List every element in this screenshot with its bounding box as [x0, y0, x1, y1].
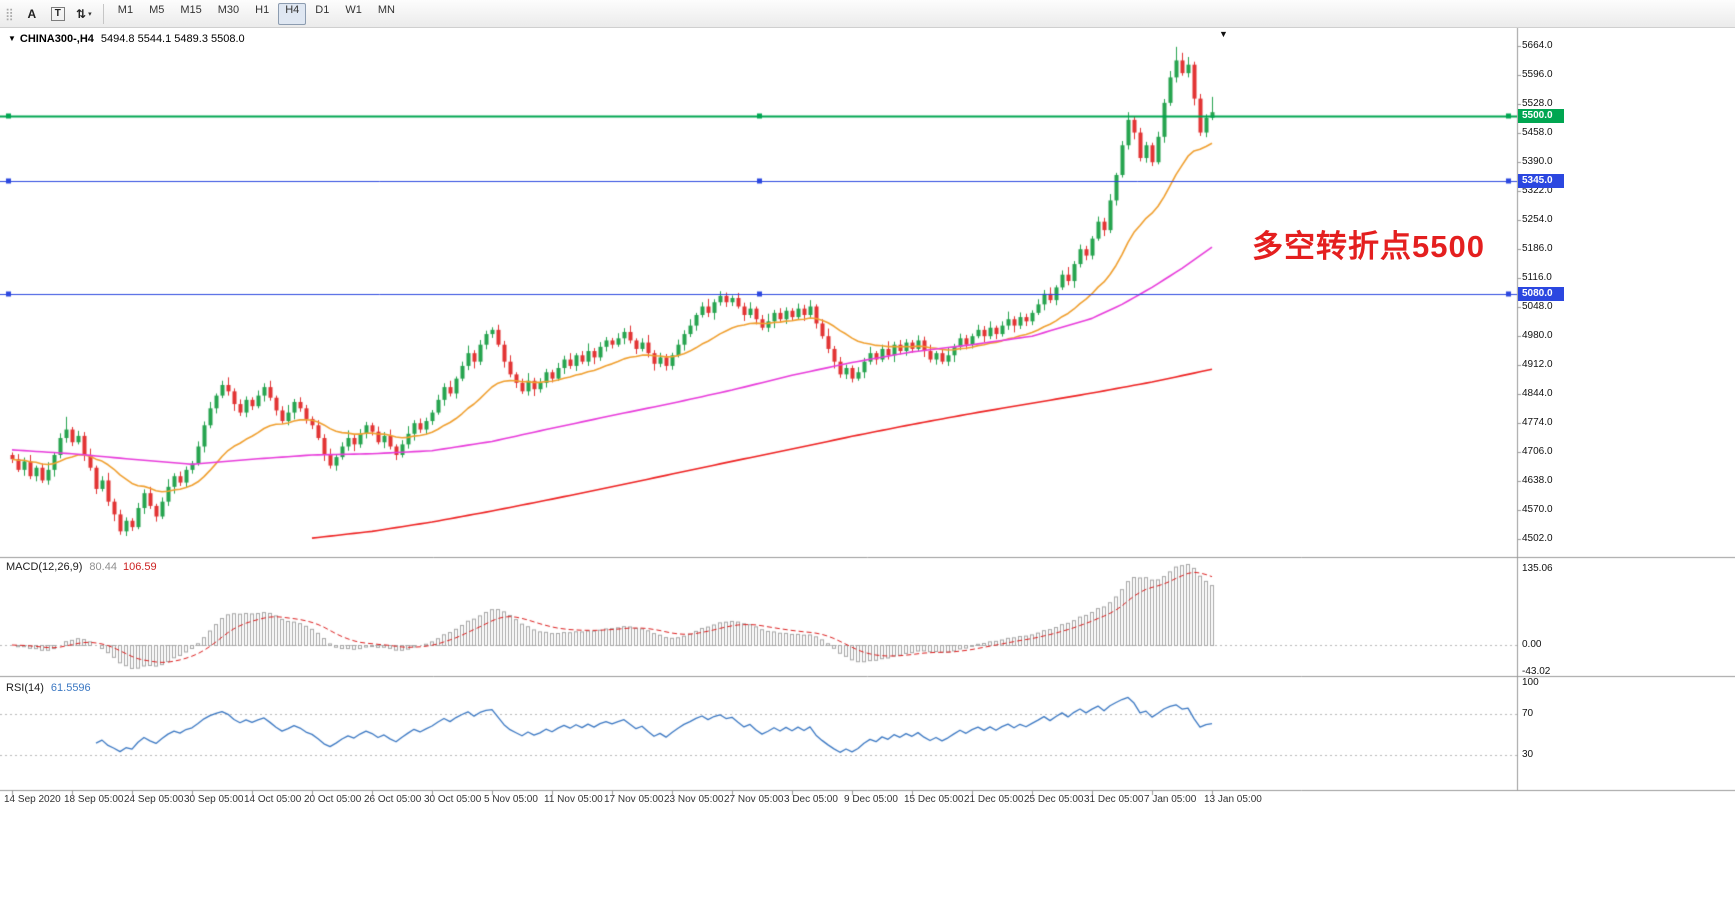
text-tool-button[interactable]: A	[27, 6, 37, 21]
rsi-axis-label: 30	[1522, 749, 1534, 760]
symbols-cycle-icon: ⇅	[76, 6, 87, 21]
chart-shift-marker-icon[interactable]: ▼	[1219, 29, 1228, 39]
timeframe-button-M15[interactable]: M15	[180, 3, 202, 16]
time-axis-label: 7 Jan 05:00	[1144, 794, 1197, 805]
time-axis-label: 5 Nov 05:00	[484, 794, 538, 805]
chart-menu-arrow-icon[interactable]: ▼	[8, 34, 16, 43]
macd-signal-value: 106.59	[122, 561, 157, 573]
timeframe-group: M1 M5 M15 M30 H1 H4 D1 W1 MN	[110, 2, 403, 25]
time-axis-label: 25 Dec 05:00	[1024, 794, 1084, 805]
price-axis-label: 5664.0	[1522, 40, 1553, 51]
timeframe-button-H4[interactable]: H4	[278, 2, 307, 25]
chart-canvas[interactable]	[0, 28, 1735, 897]
hline-price-tag[interactable]: 5345.0	[1518, 174, 1564, 188]
macd-indicator-label: MACD(12,26,9) 80.44 106.59	[6, 561, 157, 573]
time-axis-label: 9 Dec 05:00	[844, 794, 898, 805]
price-axis-label: 5254.0	[1522, 214, 1553, 225]
time-axis-label: 24 Sep 05:00	[124, 794, 184, 805]
time-axis-label: 20 Oct 05:00	[304, 794, 362, 805]
price-axis-label: 5116.0	[1522, 272, 1552, 283]
price-axis-label: 5322.0	[1522, 185, 1553, 196]
macd-axis-label: -43.02	[1522, 666, 1551, 677]
price-axis-label: 5528.0	[1522, 98, 1553, 109]
chart-symbol-label: CHINA300-,H4	[19, 33, 94, 45]
macd-axis-label: 0.00	[1522, 639, 1542, 650]
price-axis-label: 4844.0	[1522, 388, 1553, 399]
timeframe-button-M5[interactable]: M5	[149, 3, 165, 16]
toolbar-grip-handle[interactable]: ⣿	[5, 6, 14, 21]
rsi-name: RSI(14)	[6, 682, 44, 694]
timeframe-button-D1[interactable]: D1	[315, 3, 330, 16]
rsi-indicator-label: RSI(14) 61.5596	[6, 682, 91, 694]
price-axis-label: 5458.0	[1522, 127, 1553, 138]
hline-price-tag[interactable]: 5080.0	[1518, 287, 1564, 301]
price-axis-label: 4980.0	[1522, 330, 1553, 341]
time-axis-label: 17 Nov 05:00	[604, 794, 664, 805]
chart-title: ▼ CHINA300-,H4 5494.8 5544.1 5489.3 5508.0	[8, 33, 245, 45]
chevron-down-icon: ▾	[88, 10, 92, 18]
price-axis-label: 5596.0	[1522, 69, 1553, 80]
price-axis-label: 5048.0	[1522, 301, 1553, 312]
price-annotation-text[interactable]: 多空转折点5500	[1252, 229, 1485, 264]
price-axis-label: 4638.0	[1522, 475, 1553, 486]
timeframe-button-H1[interactable]: H1	[255, 3, 270, 16]
time-axis-label: 27 Nov 05:00	[724, 794, 784, 805]
time-axis-label: 14 Oct 05:00	[244, 794, 302, 805]
time-axis-label: 23 Nov 05:00	[664, 794, 724, 805]
toolbar-separator	[102, 3, 104, 24]
time-axis-label: 3 Dec 05:00	[784, 794, 838, 805]
timeframe-button-MN[interactable]: MN	[377, 3, 395, 16]
macd-axis-label: 135.06	[1522, 563, 1553, 574]
macd-name: MACD(12,26,9)	[6, 561, 83, 573]
price-axis-label: 5186.0	[1522, 243, 1553, 254]
timeframe-button-M1[interactable]: M1	[117, 3, 134, 16]
price-axis-label: 4570.0	[1522, 504, 1553, 515]
price-axis-label: 5390.0	[1522, 156, 1553, 167]
timeframe-button-W1[interactable]: W1	[345, 3, 362, 16]
rsi-value: 61.5596	[50, 682, 91, 694]
price-axis-label: 4502.0	[1522, 533, 1553, 544]
price-axis-label: 4706.0	[1522, 446, 1553, 457]
time-axis-label: 31 Dec 05:00	[1084, 794, 1144, 805]
time-axis-label: 18 Sep 05:00	[64, 794, 124, 805]
text-label-tool-button[interactable]: T	[46, 2, 70, 26]
time-axis-label: 13 Jan 05:00	[1204, 794, 1262, 805]
rsi-axis-label: 70	[1522, 708, 1534, 719]
time-axis-label: 21 Dec 05:00	[964, 794, 1024, 805]
time-axis-label: 11 Nov 05:00	[544, 794, 603, 805]
hline-price-tag[interactable]: 5500.0	[1518, 109, 1564, 123]
time-axis-label: 14 Sep 2020	[4, 794, 61, 805]
chart-area: ▼ CHINA300-,H4 5494.8 5544.1 5489.3 5508.0…	[0, 28, 1735, 897]
price-axis-label: 4774.0	[1522, 417, 1553, 428]
time-axis-label: 26 Oct 05:00	[364, 794, 422, 805]
rsi-axis-label: 100	[1522, 677, 1539, 688]
time-axis-label: 30 Oct 05:00	[424, 794, 482, 805]
price-axis-label: 4912.0	[1522, 359, 1553, 370]
time-axis-label: 15 Dec 05:00	[904, 794, 964, 805]
symbols-dropdown-button[interactable]: ⇅ ▾	[72, 2, 96, 26]
timeframe-button-M30[interactable]: M30	[217, 3, 240, 16]
toolbar: ⣿ A T ⇅ ▾ M1 M5 M15 M30 H1 H4 D1 W1 MN	[0, 0, 1735, 28]
chart-ohlc-values: 5494.8 5544.1 5489.3 5508.0	[100, 33, 245, 45]
text-label-icon: T	[50, 6, 65, 21]
macd-main-value: 80.44	[89, 561, 117, 573]
time-axis-label: 30 Sep 05:00	[184, 794, 244, 805]
